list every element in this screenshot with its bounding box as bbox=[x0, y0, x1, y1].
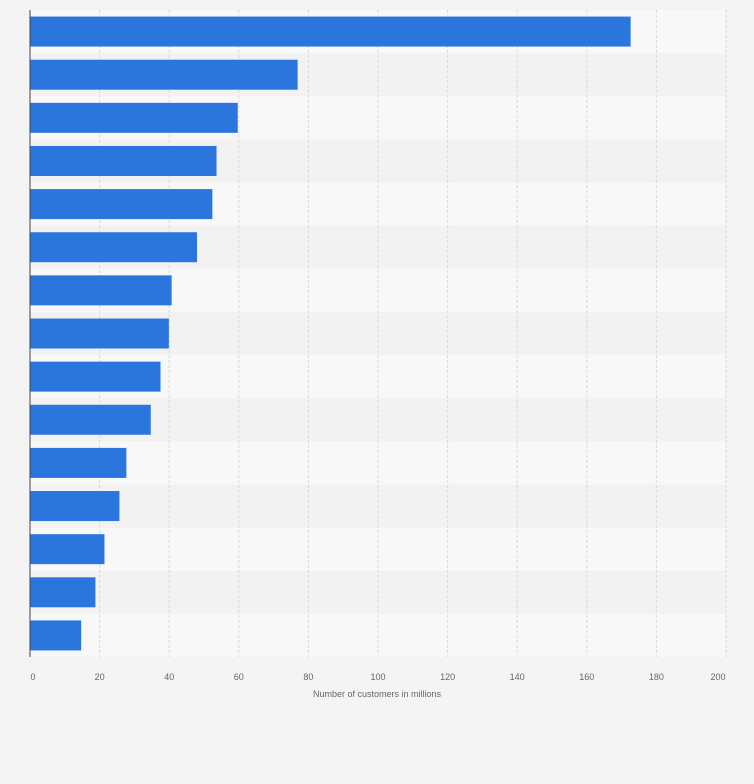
bar-6[interactable]: 48 bbox=[30, 232, 198, 263]
x-tick-label: 0 bbox=[30, 672, 35, 682]
bar-3[interactable]: 59.7 bbox=[30, 102, 238, 133]
x-tick-label: 60 bbox=[234, 672, 244, 682]
x-tick-label: 40 bbox=[164, 672, 174, 682]
row-band bbox=[30, 527, 726, 571]
bar-12[interactable]: 25.7 bbox=[30, 491, 120, 522]
bar-11[interactable]: 27.7 bbox=[30, 447, 127, 478]
bar-9[interactable]: 37.5 bbox=[30, 361, 161, 392]
bar-1[interactable]: 172.6 bbox=[30, 16, 631, 47]
bar-5[interactable]: 52.4 bbox=[30, 189, 213, 220]
bar-14[interactable]: 18.8 bbox=[30, 577, 96, 608]
x-tick-label: 200 bbox=[710, 672, 725, 682]
x-tick-label: 120 bbox=[440, 672, 455, 682]
x-tick-label: 20 bbox=[95, 672, 105, 682]
x-tick-label: 160 bbox=[579, 672, 594, 682]
bar-15[interactable]: 14.7 bbox=[30, 620, 82, 651]
bar-2[interactable]: 76.9 bbox=[30, 59, 298, 90]
bar-13[interactable]: 21.4 bbox=[30, 534, 105, 565]
bar-8[interactable]: 39.9 bbox=[30, 318, 169, 349]
x-axis-title: Number of customers in millions bbox=[313, 689, 442, 699]
bar-7[interactable]: 40.7 bbox=[30, 275, 172, 306]
x-tick-label: 140 bbox=[510, 672, 525, 682]
bar-10[interactable]: 34.7 bbox=[30, 404, 151, 435]
bar-4[interactable]: 53.6 bbox=[30, 145, 217, 176]
x-tick-label: 100 bbox=[370, 672, 385, 682]
x-tick-label: 180 bbox=[649, 672, 664, 682]
x-tick-label: 80 bbox=[303, 672, 313, 682]
